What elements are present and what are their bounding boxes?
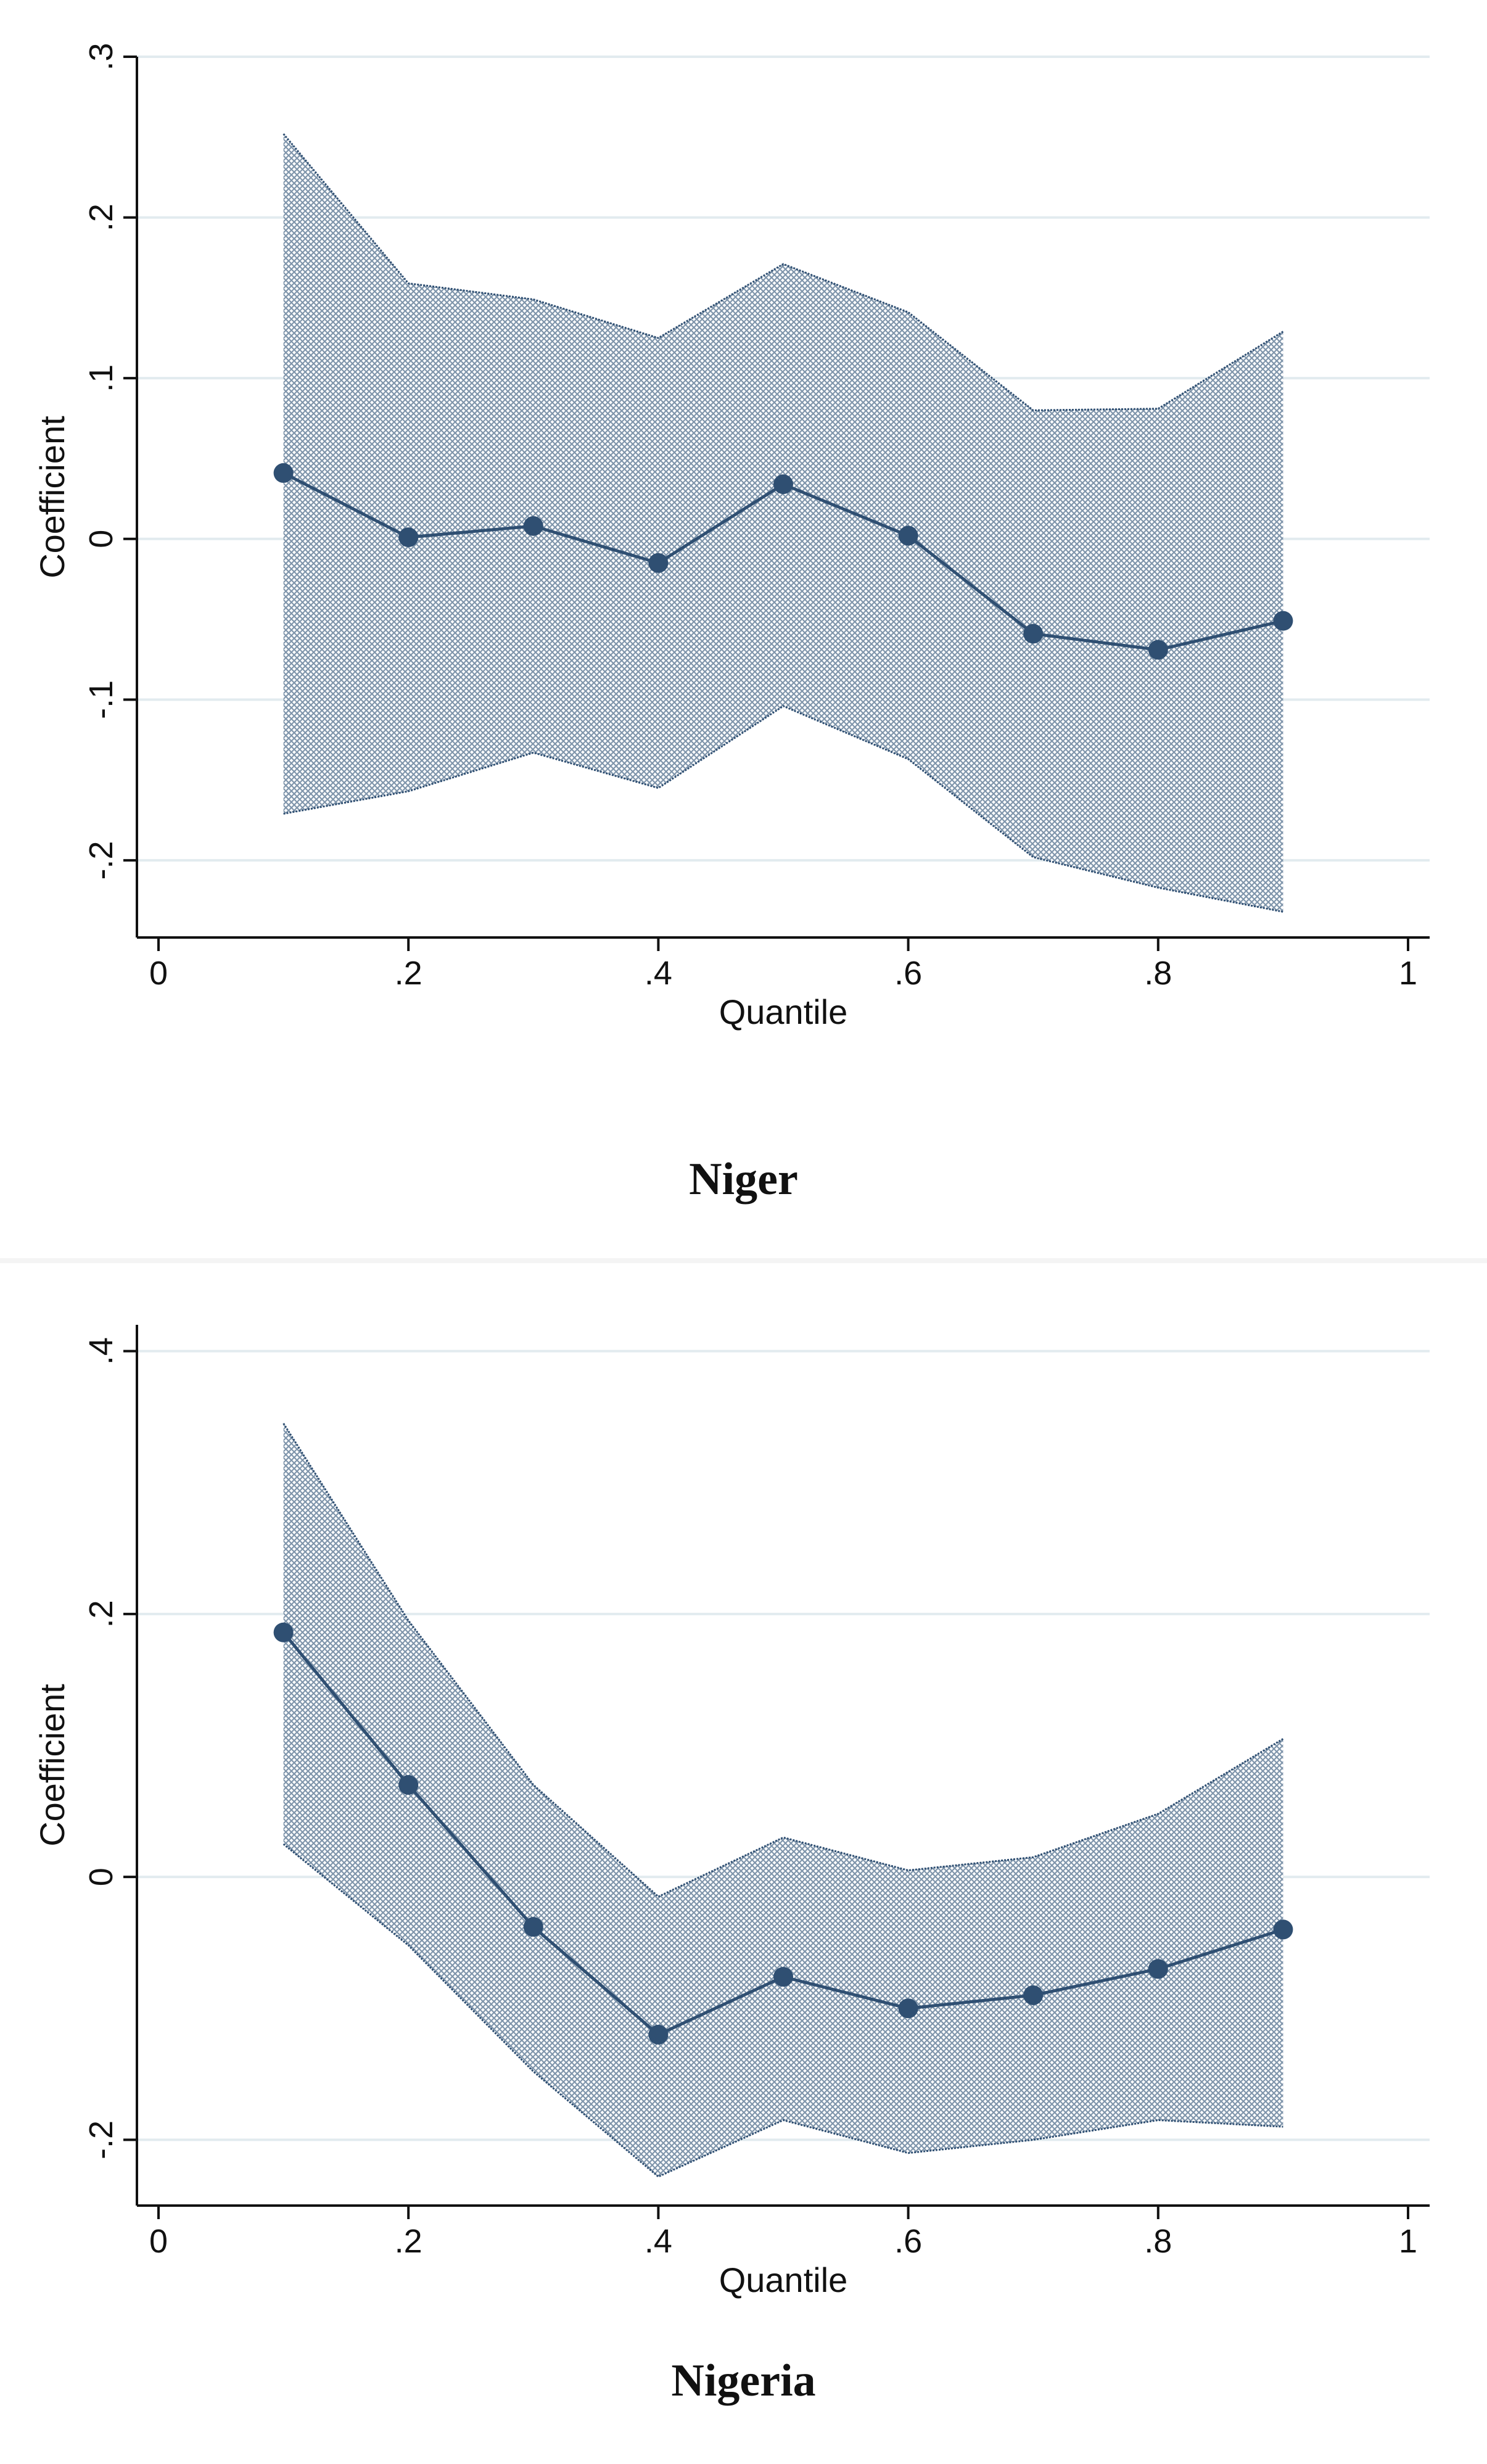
y-tick-label: .2	[83, 1600, 120, 1628]
lower-bound-line	[283, 705, 1283, 913]
chart-panel-niger: -.2 -.1 0 .1 .2 .3 0 .2 .4 .6 .8 1 Quantile Coefficie…	[33, 43, 1430, 1205]
coefficient-point	[1273, 611, 1293, 631]
x-tick-label: 0	[149, 955, 168, 992]
x-tick-label: .2	[395, 2223, 422, 2260]
chart-nigeria: -.2 0 .2 .4 0 .2 .4 .6 .8 1 Quantile Coefficient	[33, 1325, 1430, 2299]
coefficient-point	[1023, 624, 1044, 644]
coefficient-point	[898, 525, 918, 546]
x-tick-label: .6	[894, 2223, 922, 2260]
y-tick-label: .1	[83, 365, 120, 392]
coefficient-point	[1023, 1985, 1044, 2005]
x-tick-label: .4	[645, 955, 672, 992]
panel-divider	[0, 1258, 1487, 1263]
confidence-band	[283, 1423, 1283, 2177]
chart-panel-nigeria: -.2 0 .2 .4 0 .2 .4 .6 .8 1 Quantile Coefficient Ni…	[0, 1263, 1487, 2464]
coefficient-point	[398, 527, 419, 548]
x-tick-label: .8	[1144, 2223, 1172, 2260]
x-tick-label: 0	[149, 2223, 168, 2260]
lower-bound-line	[282, 1843, 1283, 2178]
y-tick-label: .2	[83, 204, 120, 231]
y-tick-label: -.1	[83, 680, 120, 719]
coefficient-point	[1273, 1919, 1293, 1940]
coefficient-point	[398, 1774, 419, 1795]
coefficient-point	[773, 474, 793, 495]
y-axis-title: Coefficient	[33, 416, 72, 579]
y-tick-label: .3	[83, 43, 120, 70]
x-tick-label: .4	[645, 2223, 672, 2260]
chart-caption-nigeria: Nigeria	[671, 2355, 816, 2406]
y-tick-label: 0	[83, 530, 120, 548]
coefficient-point	[523, 516, 543, 536]
x-tick-label: .6	[894, 955, 922, 992]
coefficient-point	[773, 1967, 793, 1987]
coefficient-point	[1148, 1959, 1168, 1979]
coefficient-point	[1148, 640, 1168, 660]
upper-bound-line	[282, 133, 1284, 411]
coefficient-point	[273, 463, 294, 483]
upper-bound-line	[282, 1423, 1284, 1898]
confidence-band	[283, 134, 1283, 912]
x-tick-label: .8	[1144, 955, 1172, 992]
y-tick-label: -.2	[83, 841, 120, 880]
chart-niger: -.2 -.1 0 .1 .2 .3 0 .2 .4 .6 .8 1 Quantile Coefficie…	[33, 43, 1430, 1031]
y-tick-label: .4	[83, 1337, 120, 1365]
y-tick-label: -.2	[83, 2120, 120, 2159]
x-tick-label: 1	[1399, 2223, 1417, 2260]
x-tick-label: 1	[1399, 955, 1417, 992]
x-tick-label: .2	[395, 955, 422, 992]
x-axis-title: Quantile	[719, 2260, 848, 2299]
y-axis-title: Coefficient	[33, 1684, 72, 1847]
coefficient-point	[523, 1917, 543, 1937]
x-axis-title: Quantile	[719, 992, 848, 1031]
coefficient-point	[648, 2024, 669, 2045]
coefficient-point	[898, 1998, 918, 2019]
y-tick-label: 0	[83, 1868, 120, 1886]
coefficient-point	[273, 1622, 294, 1642]
coefficient-point	[648, 553, 669, 573]
chart-caption-niger: Niger	[689, 1154, 798, 1205]
